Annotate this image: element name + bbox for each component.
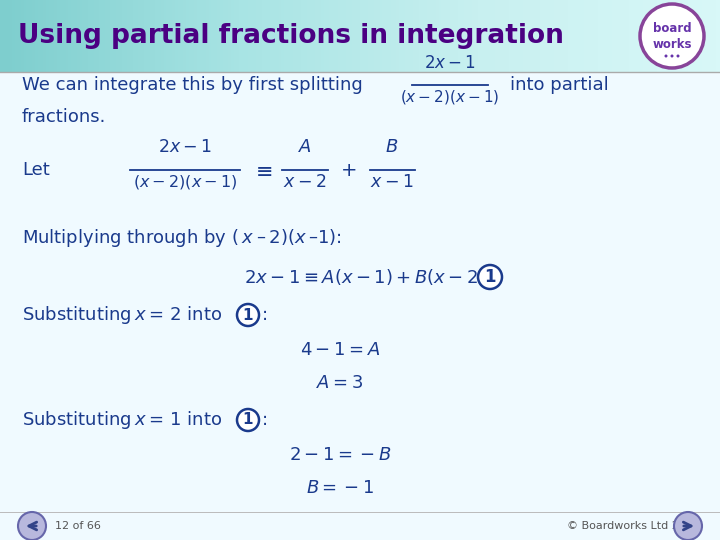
Text: Multiplying through by ( $x$ – 2)($x$ –1):: Multiplying through by ( $x$ – 2)($x$ –1… — [22, 227, 342, 249]
Text: works: works — [652, 37, 692, 51]
Text: $B=-1$: $B=-1$ — [306, 479, 374, 497]
Text: $x-2$: $x-2$ — [284, 173, 327, 191]
Text: 12 of 66: 12 of 66 — [55, 521, 101, 531]
Text: Substituting $x$ = 1 into: Substituting $x$ = 1 into — [22, 409, 222, 431]
Text: $2x-1$: $2x-1$ — [158, 138, 212, 156]
Circle shape — [478, 265, 502, 289]
Text: $4-1=A$: $4-1=A$ — [300, 341, 380, 359]
Text: $B$: $B$ — [385, 138, 399, 156]
Text: into partial: into partial — [510, 76, 608, 94]
Text: $A=3$: $A=3$ — [316, 374, 364, 392]
Text: board: board — [653, 23, 691, 36]
Circle shape — [665, 55, 667, 57]
Text: $2-1=-B$: $2-1=-B$ — [289, 446, 391, 464]
Text: fractions.: fractions. — [22, 108, 107, 126]
Circle shape — [677, 55, 680, 57]
Text: $(x-2)(x-1)$: $(x-2)(x-1)$ — [400, 88, 500, 106]
Circle shape — [237, 409, 259, 431]
Circle shape — [670, 55, 673, 57]
Text: $+$: $+$ — [340, 160, 356, 179]
Circle shape — [640, 4, 704, 68]
Text: 1: 1 — [243, 307, 253, 322]
Text: 1: 1 — [485, 268, 496, 286]
Text: :: : — [262, 411, 268, 429]
Text: $2x-1\equiv A(x-1)+B(x-2)$: $2x-1\equiv A(x-1)+B(x-2)$ — [244, 267, 486, 287]
Circle shape — [237, 304, 259, 326]
Text: Using partial fractions in integration: Using partial fractions in integration — [18, 23, 564, 49]
Text: $\equiv$: $\equiv$ — [251, 160, 273, 180]
Text: :: : — [262, 306, 268, 324]
Circle shape — [674, 512, 702, 540]
Text: 1: 1 — [243, 413, 253, 428]
Text: $2x-1$: $2x-1$ — [424, 54, 476, 72]
Text: $A$: $A$ — [298, 138, 312, 156]
Circle shape — [18, 512, 46, 540]
Text: We can integrate this by first splitting: We can integrate this by first splitting — [22, 76, 363, 94]
Text: Substituting $x$ = 2 into: Substituting $x$ = 2 into — [22, 304, 222, 326]
Text: $x-1$: $x-1$ — [370, 173, 414, 191]
Text: © Boardworks Ltd 2006: © Boardworks Ltd 2006 — [567, 521, 700, 531]
Text: Let: Let — [22, 161, 50, 179]
Text: $(x-2)(x-1)$: $(x-2)(x-1)$ — [133, 173, 237, 191]
